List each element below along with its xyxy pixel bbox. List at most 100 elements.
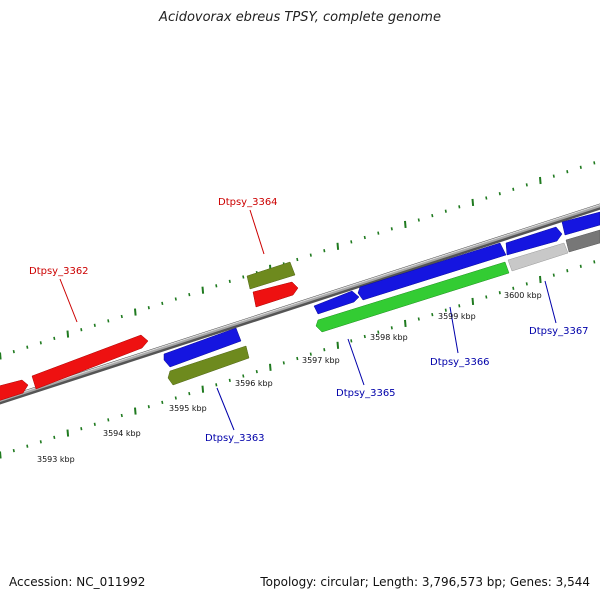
outer-scale-tick — [336, 242, 340, 250]
inner-scale-tick — [539, 275, 542, 284]
scale-label-3593: 3593 kbp — [37, 455, 75, 464]
gene-blue-b[interactable] — [313, 290, 360, 315]
scale-label-3599: 3599 kbp — [438, 312, 476, 321]
label-dtpsy-3364[interactable]: Dtpsy_3364 — [218, 197, 278, 208]
outer-scale-tick — [377, 231, 380, 235]
outer-scale-tick — [201, 286, 205, 294]
inner-scale-tick — [471, 297, 475, 305]
outer-scale-tick — [350, 240, 353, 244]
gene-dtpsy-3367[interactable] — [507, 242, 569, 272]
inner-scale-tick — [417, 317, 420, 321]
outer-scale-tick — [417, 218, 420, 222]
outer-scale-tick — [431, 213, 434, 218]
scale-label-3594: 3594 kbp — [103, 429, 141, 438]
inner-scale-tick — [80, 427, 83, 431]
scale-label-3596: 3596 kbp — [235, 379, 273, 388]
scale-labels: 3593 kbp 3594 kbp 3595 kbp 3596 kbp 3597… — [37, 291, 542, 464]
gene-blue-d[interactable] — [505, 226, 563, 256]
gene-dtpsy-3363[interactable] — [167, 345, 250, 386]
outer-scale-tick — [26, 345, 29, 349]
gene-dtpsy-3362-fragment[interactable] — [0, 379, 29, 402]
inner-scale-tick — [498, 291, 501, 295]
inner-scale-tick — [228, 378, 231, 383]
inner-scale-tick — [593, 260, 596, 264]
reverse-strand-genes — [167, 229, 600, 386]
gene-olive-forward — [246, 261, 296, 290]
outer-scale-tick — [390, 227, 393, 231]
gene-labels: Dtpsy_3362 Dtpsy_3364 Dtpsy_3363 Dtpsy_3… — [29, 197, 589, 444]
outer-scale-tick — [512, 187, 515, 191]
outer-scale-tick — [525, 183, 528, 187]
inner-scale-tick — [566, 269, 569, 273]
inner-scale-tick — [512, 286, 515, 290]
outer-scale-tick — [228, 279, 231, 284]
inner-scale-tick — [377, 330, 380, 334]
inner-scale-tick — [296, 356, 299, 361]
inner-scale-tick — [552, 273, 555, 277]
genome-backbone — [0, 203, 600, 405]
label-dtpsy-3362[interactable]: Dtpsy_3362 — [29, 266, 89, 277]
outer-scale-tick — [174, 297, 177, 301]
inner-scale-tick — [269, 363, 272, 371]
outer-scale-tick — [134, 308, 137, 316]
scale-label-3598: 3598 kbp — [370, 333, 408, 342]
label-leader-lines — [59, 209, 557, 431]
inner-scale-tick — [174, 396, 177, 400]
inner-scale-tick — [579, 264, 582, 268]
outer-scale-tick — [80, 328, 83, 332]
inner-scale-tick — [26, 444, 29, 448]
inner-scale-tick — [134, 407, 137, 415]
inner-scale-tick — [404, 319, 407, 327]
outer-scale-tick — [66, 330, 70, 338]
gene-dtpsy-3366[interactable] — [315, 261, 510, 333]
inner-scale-tick — [350, 339, 353, 343]
label-dtpsy-3363[interactable]: Dtpsy_3363 — [205, 433, 265, 444]
inner-scale-tick — [458, 304, 461, 308]
outer-scale-tick — [404, 220, 407, 228]
outer-scale-tick — [93, 323, 96, 327]
forward-strand-genes — [0, 211, 600, 402]
inner-scale-tick — [93, 422, 96, 426]
gene-dtpsy-3362[interactable] — [31, 334, 149, 390]
outer-scale-tick — [53, 336, 56, 341]
scale-label-3595: 3595 kbp — [169, 404, 207, 413]
outer-scale-tick — [566, 170, 569, 174]
outer-scale-tick — [485, 196, 488, 200]
gene-blue-e[interactable] — [561, 211, 600, 236]
outer-scale-tick — [147, 306, 150, 310]
label-dtpsy-3365[interactable]: Dtpsy_3365 — [336, 388, 396, 399]
inner-scale-tick — [309, 352, 312, 356]
gene-blue-a[interactable] — [163, 327, 242, 368]
gene-blue-c[interactable] — [357, 242, 507, 301]
gene-dtpsy-3364[interactable] — [252, 281, 299, 308]
inner-scale-tick — [0, 451, 2, 459]
outer-scale-tick — [309, 253, 312, 257]
outer-scale-tick — [161, 301, 164, 306]
outer-scale-tick — [458, 205, 461, 209]
label-dtpsy-3367[interactable]: Dtpsy_3367 — [529, 326, 589, 337]
outer-scale-tick — [0, 352, 2, 360]
genome-summary-text: Topology: circular; Length: 3,796,573 bp… — [260, 575, 590, 589]
inner-scale-tick — [201, 385, 205, 393]
inner-scale-tick — [215, 383, 218, 387]
outer-scale-ticks — [0, 161, 596, 360]
inner-scale-tick — [444, 308, 447, 312]
outer-scale-tick — [323, 249, 326, 253]
outer-scale-tick — [444, 209, 447, 213]
gene-gray-reverse[interactable] — [565, 229, 600, 253]
inner-scale-tick — [53, 435, 56, 440]
outer-scale-tick — [539, 176, 542, 185]
label-dtpsy-3366[interactable]: Dtpsy_3366 — [430, 357, 490, 368]
outer-scale-tick — [552, 174, 555, 178]
outer-scale-tick — [39, 341, 42, 345]
inner-scale-tick — [525, 282, 528, 286]
scale-label-3600: 3600 kbp — [504, 291, 542, 300]
inner-scale-tick — [147, 405, 150, 409]
inner-scale-tick — [282, 361, 285, 365]
inner-scale-tick — [255, 369, 258, 374]
outer-scale-tick — [579, 165, 582, 169]
scale-label-3597: 3597 kbp — [302, 356, 340, 365]
inner-scale-tick — [39, 440, 42, 444]
